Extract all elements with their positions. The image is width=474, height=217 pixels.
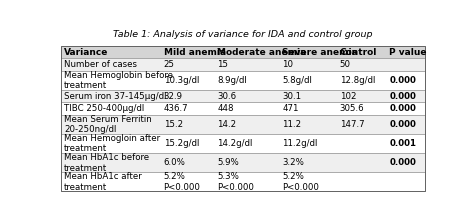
Text: 147.7: 147.7: [340, 120, 365, 129]
Text: 0.000: 0.000: [390, 120, 416, 129]
Text: 15: 15: [217, 60, 228, 69]
Text: Severe anemia: Severe anemia: [282, 48, 358, 57]
Text: 11.2: 11.2: [282, 120, 301, 129]
Text: 102: 102: [340, 92, 356, 101]
Text: Mean Hemoglobin before
treatment: Mean Hemoglobin before treatment: [64, 71, 173, 90]
Text: 25: 25: [164, 60, 174, 69]
Text: Variance: Variance: [64, 48, 109, 57]
Text: Table 1: Analysis of variance for IDA and control group: Table 1: Analysis of variance for IDA an…: [113, 30, 373, 39]
Text: 5.2%
P<0.000: 5.2% P<0.000: [164, 172, 201, 192]
Text: Mean HbA1c after
treatment: Mean HbA1c after treatment: [64, 172, 142, 192]
Text: 448: 448: [217, 104, 234, 113]
Text: 10: 10: [282, 60, 293, 69]
Text: 5.8g/dl: 5.8g/dl: [282, 76, 312, 85]
Bar: [61, 102, 425, 115]
Text: 305.6: 305.6: [340, 104, 365, 113]
Bar: [61, 59, 425, 71]
Bar: [61, 90, 425, 102]
Text: 8.9g/dl: 8.9g/dl: [217, 76, 247, 85]
Bar: [61, 46, 425, 191]
Text: 3.2%: 3.2%: [282, 158, 304, 167]
Text: 0.000: 0.000: [390, 92, 416, 101]
Text: 471: 471: [282, 104, 299, 113]
Text: 50: 50: [340, 60, 351, 69]
Text: 30.6: 30.6: [217, 92, 236, 101]
Text: TIBC 250-400μg/dl: TIBC 250-400μg/dl: [64, 104, 144, 113]
Text: 12.8g/dl: 12.8g/dl: [340, 76, 375, 85]
Text: 11.2g/dl: 11.2g/dl: [282, 139, 318, 148]
Text: Mean Serum Ferritin
20-250ng/dl: Mean Serum Ferritin 20-250ng/dl: [64, 115, 152, 134]
Text: 5.9%: 5.9%: [217, 158, 239, 167]
Text: Serum iron 37-145μg/dl: Serum iron 37-145μg/dl: [64, 92, 166, 101]
Bar: [61, 153, 425, 172]
Text: 14.2g/dl: 14.2g/dl: [217, 139, 253, 148]
Text: 10.3g/dl: 10.3g/dl: [164, 76, 199, 85]
Text: 15.2: 15.2: [164, 120, 182, 129]
Text: 0.001: 0.001: [390, 139, 417, 148]
Text: 30.1: 30.1: [282, 92, 301, 101]
Text: Number of cases: Number of cases: [64, 60, 137, 69]
Text: P value: P value: [390, 48, 427, 57]
Text: 15.2g/dl: 15.2g/dl: [164, 139, 199, 148]
Bar: [61, 71, 425, 90]
Text: 6.0%: 6.0%: [164, 158, 185, 167]
Text: 32.9: 32.9: [164, 92, 182, 101]
Text: Mean HbA1c before
treatment: Mean HbA1c before treatment: [64, 153, 149, 173]
Text: 5.2%
P<0.000: 5.2% P<0.000: [282, 172, 319, 192]
Text: 0.000: 0.000: [390, 104, 416, 113]
Bar: [61, 46, 425, 59]
Text: Control: Control: [340, 48, 377, 57]
Bar: [61, 134, 425, 153]
Bar: [61, 115, 425, 134]
Text: 0.000: 0.000: [390, 76, 416, 85]
Text: 436.7: 436.7: [164, 104, 188, 113]
Text: Moderate anemia: Moderate anemia: [217, 48, 306, 57]
Bar: [61, 172, 425, 191]
Text: Mean Hemogloin after
treatment: Mean Hemogloin after treatment: [64, 134, 160, 153]
Text: Mild anemia: Mild anemia: [164, 48, 226, 57]
Text: 5.3%
P<0.000: 5.3% P<0.000: [217, 172, 254, 192]
Text: 14.2: 14.2: [217, 120, 236, 129]
Text: 0.000: 0.000: [390, 158, 416, 167]
